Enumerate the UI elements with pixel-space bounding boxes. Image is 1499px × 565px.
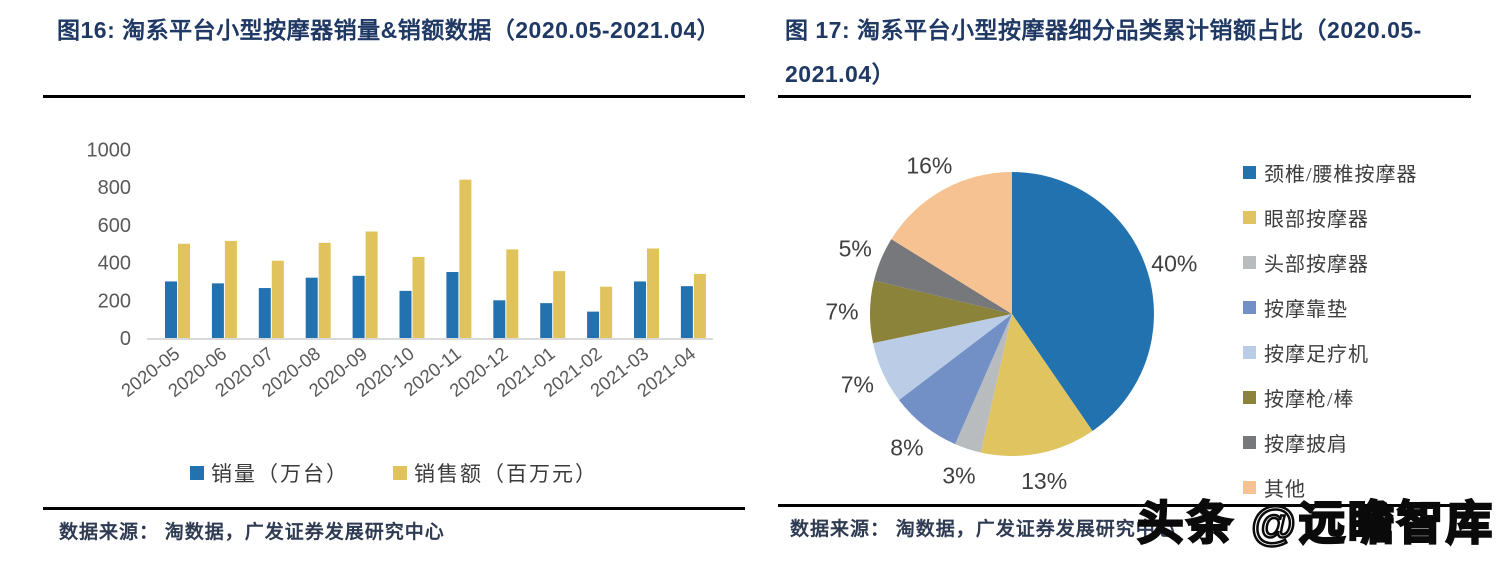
bar-revenue-2021-01 — [553, 271, 566, 338]
pie-legend-item-2-label: 头部按摩器 — [1264, 254, 1369, 276]
figure-16-top-rule — [43, 95, 745, 98]
pie-value-label: 5% — [839, 235, 872, 261]
bar-volume-2020-09 — [352, 275, 365, 338]
bar-revenue-2020-07 — [271, 260, 284, 338]
pie-slice-按摩枪/棒 — [869, 280, 1012, 344]
bar-revenue-2020-12 — [506, 249, 519, 338]
figure-17-source: 数据来源： 淘数据，广发证券发展研究中心 — [790, 519, 1176, 540]
figure-17-panel: 图 17: 淘系平台小型按摩器细分品类累计销额占比（2020.05-2021.0… — [778, 0, 1471, 565]
pie-legend-item-0-swatch — [1243, 166, 1256, 179]
pie-slice-按摩靠垫 — [899, 314, 1012, 445]
bar-chart-legend: 销量（万台） 销售额（百万元） — [43, 458, 745, 488]
pie-legend-item-4-swatch — [1243, 346, 1256, 359]
bar-legend-item-0-swatch — [190, 466, 204, 480]
bar-volume-2020-05 — [165, 281, 177, 338]
bar-volume-2020-07 — [258, 288, 271, 338]
pie-legend-item-0: 颈椎/腰椎按摩器 — [1243, 158, 1418, 187]
bar-legend-item-1: 销售额（百万元） — [393, 458, 598, 488]
bar-volume-2020-10 — [399, 290, 412, 338]
figure-17-bottom-rule — [778, 504, 1471, 507]
pie-value-label: 7% — [841, 372, 874, 398]
pie-legend-item-5-swatch — [1243, 391, 1256, 404]
y-tick-label: 600 — [98, 215, 131, 237]
bar-volume-2020-12 — [493, 300, 506, 338]
bar-chart: 020040060080010002020-052020-062020-0720… — [87, 140, 713, 401]
pie-legend-item-6-swatch — [1243, 436, 1256, 449]
pie-legend-item-6: 按摩披肩 — [1243, 428, 1418, 457]
bar-legend-item-0: 销量（万台） — [190, 458, 349, 488]
pie-slice-眼部按摩器 — [980, 314, 1093, 456]
figure-17-title: 图 17: 淘系平台小型按摩器细分品类累计销额占比（2020.05-2021.0… — [785, 17, 1422, 87]
pie-slice-按摩披肩 — [874, 239, 1012, 314]
pie-value-label: 8% — [890, 435, 923, 461]
bar-legend-item-0-label: 销量（万台） — [211, 462, 349, 486]
pie-slice-头部按摩器 — [955, 314, 1012, 453]
figure-16-title: 图16: 淘系平台小型按摩器销量&销额数据（2020.05-2021.04） — [57, 17, 721, 43]
pie-legend-item-7: 其他 — [1243, 473, 1418, 502]
pie-legend-item-6-label: 按摩披肩 — [1264, 434, 1348, 456]
figure-16-source: 数据来源： 淘数据，广发证券发展研究中心 — [59, 522, 445, 543]
bar-revenue-2020-06 — [224, 240, 237, 338]
watermark: 头条 @远瞻智库 — [1136, 496, 1495, 551]
figure-17-top-rule — [778, 95, 1471, 98]
bar-volume-2020-11 — [446, 272, 459, 338]
y-tick-label: 800 — [98, 177, 131, 199]
bar-revenue-2020-09 — [365, 231, 378, 338]
pie-legend-item-1: 眼部按摩器 — [1243, 203, 1418, 232]
pie-legend-item-1-label: 眼部按摩器 — [1264, 209, 1369, 231]
bar-volume-2020-06 — [211, 283, 224, 338]
pie-slice-颈椎/腰椎按摩器 — [1012, 172, 1154, 431]
bar-revenue-2021-02 — [600, 286, 613, 338]
bar-revenue-2020-11 — [459, 179, 472, 338]
bar-volume-2020-08 — [305, 277, 318, 338]
pie-value-label: 40% — [1151, 251, 1197, 277]
pie-value-label: 7% — [825, 298, 858, 324]
pie-legend-item-5: 按摩枪/棒 — [1243, 383, 1418, 412]
figure-16-bottom-rule — [43, 507, 745, 510]
bar-volume-2021-02 — [587, 311, 600, 338]
y-tick-label: 0 — [120, 328, 131, 350]
bar-revenue-2020-10 — [412, 256, 425, 338]
y-tick-label: 200 — [98, 290, 131, 312]
bar-revenue-2020-05 — [178, 243, 190, 338]
bar-volume-2021-01 — [540, 303, 553, 338]
pie-legend-item-7-swatch — [1243, 481, 1256, 494]
pie-legend-item-3: 按摩靠垫 — [1243, 293, 1418, 322]
pie-legend-item-2-swatch — [1243, 256, 1256, 269]
bar-revenue-2021-04 — [693, 273, 706, 338]
pie-chart-legend: 颈椎/腰椎按摩器 眼部按摩器头部按摩器按摩靠垫按摩足疗机按摩枪/棒按摩披肩其他 — [1243, 158, 1418, 518]
pie-value-label: 16% — [906, 152, 952, 178]
pie-legend-item-4: 按摩足疗机 — [1243, 338, 1418, 367]
pie-slice-其他 — [891, 172, 1012, 314]
pie-legend-item-4-label: 按摩足疗机 — [1264, 344, 1369, 366]
pie-legend-item-3-swatch — [1243, 301, 1256, 314]
bar-revenue-2021-03 — [647, 248, 659, 338]
y-tick-label: 400 — [98, 253, 131, 275]
pie-legend-item-3-label: 按摩靠垫 — [1264, 299, 1348, 321]
bar-legend-item-1-swatch — [393, 466, 407, 480]
bar-revenue-2020-08 — [318, 242, 331, 338]
pie-legend-item-2: 头部按摩器 — [1243, 248, 1418, 277]
pie-legend-item-1-swatch — [1243, 211, 1256, 224]
figure-16-panel: 图16: 淘系平台小型按摩器销量&销额数据（2020.05-2021.04） 0… — [43, 0, 745, 565]
pie-legend-item-5-label: 按摩枪/棒 — [1264, 389, 1355, 411]
y-tick-label: 1000 — [87, 140, 132, 162]
pie-legend-item-7-label: 其他 — [1264, 479, 1306, 501]
pie-value-label: 3% — [942, 463, 975, 489]
bar-legend-item-1-label: 销售额（百万元） — [414, 462, 598, 486]
pie-value-label: 13% — [1021, 468, 1067, 494]
pie-chart: 40% 13% 3% 8% 7% 7% 5% 16% — [825, 152, 1197, 494]
pie-slice-按摩足疗机 — [873, 314, 1012, 400]
bar-volume-2021-04 — [680, 286, 693, 338]
pie-legend-item-0-label: 颈椎/腰椎按摩器 — [1264, 164, 1418, 186]
bar-volume-2021-03 — [634, 281, 646, 338]
